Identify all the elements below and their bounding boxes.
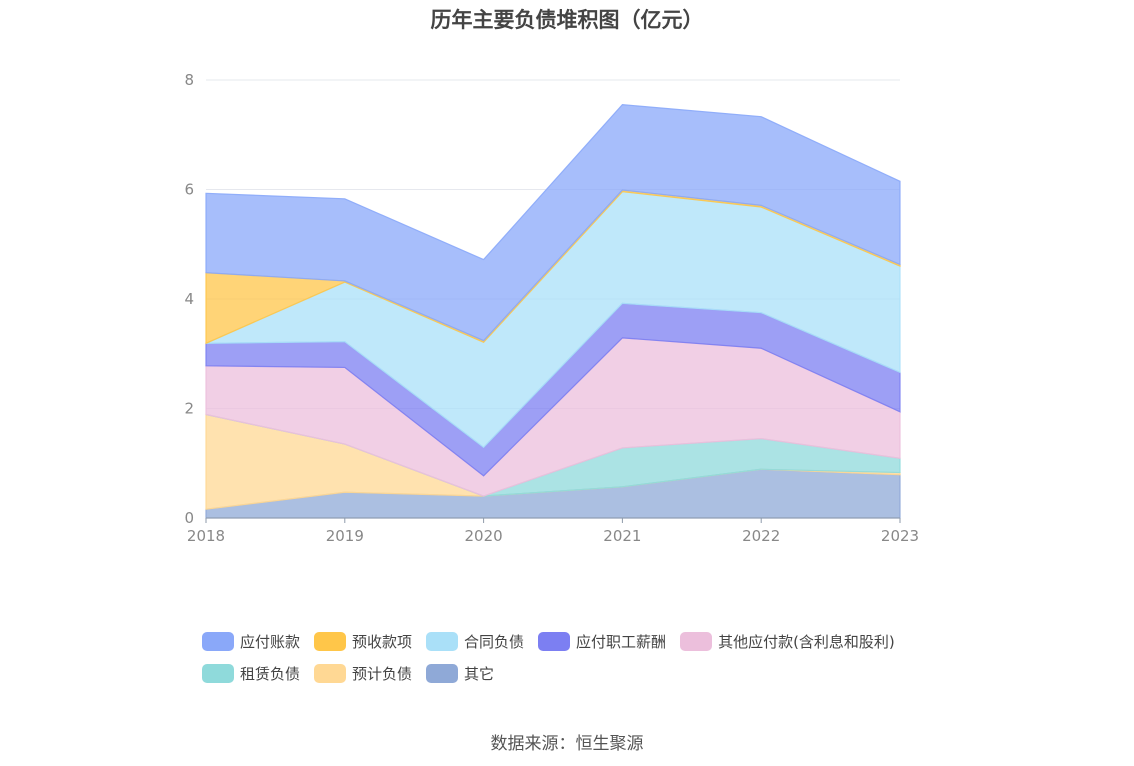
legend-swatch: [426, 631, 459, 651]
legend-item-3[interactable]: 应付职工薪酬: [538, 630, 666, 652]
legend-item-2[interactable]: 合同负债: [426, 630, 524, 652]
legend-label: 其他应付款(含利息和股利): [718, 632, 895, 651]
x-tick-label: 2018: [187, 527, 225, 545]
legend-item-5[interactable]: 租赁负债: [202, 662, 300, 684]
y-tick-label: 0: [184, 509, 194, 527]
legend-item-7[interactable]: 其它: [426, 662, 494, 684]
legend-label: 预计负债: [352, 664, 413, 683]
legend-item-4[interactable]: 其他应付款(含利息和股利): [680, 630, 895, 652]
legend-swatch: [680, 631, 713, 651]
legend-swatch: [202, 663, 234, 683]
y-tick-label: 6: [184, 181, 194, 199]
legend-label: 预收款项: [352, 632, 413, 651]
y-tick-label: 8: [184, 71, 194, 89]
x-tick-label: 2020: [465, 527, 503, 545]
x-tick-label: 2019: [326, 527, 364, 545]
legend-label: 合同负债: [464, 632, 525, 651]
x-tick-label: 2022: [742, 527, 780, 545]
legend-item-0[interactable]: 应付账款: [202, 630, 300, 652]
chart-title: 历年主要负债堆积图（亿元）: [430, 8, 704, 32]
stacked-area-chart: 0 2 4 6 8 2018 2019 2020 2021 2022 2023: [184, 71, 919, 545]
legend-label: 租赁负债: [240, 664, 301, 683]
axes: 0 2 4 6 8 2018 2019 2020 2021 2022 2023: [184, 71, 919, 545]
legend-swatch: [202, 631, 234, 651]
data-source: 数据来源：恒生聚源: [490, 734, 644, 754]
legend-swatch: [314, 631, 347, 651]
legend: 应付账款 预收款项 合同负债 应付职工薪酬 其他应付款(含利息和股利) 租赁负债 预计负债 其…: [202, 630, 962, 684]
legend-swatch: [426, 663, 459, 683]
y-tick-label: 4: [184, 290, 194, 308]
legend-item-1[interactable]: 预收款项: [314, 630, 412, 652]
x-tick-label: 2023: [881, 527, 919, 545]
legend-label: 应付职工薪酬: [576, 632, 667, 651]
area-series-7[interactable]: [205, 104, 901, 342]
x-tick-label: 2021: [603, 527, 641, 545]
legend-swatch: [538, 631, 571, 651]
area-series: [205, 104, 901, 519]
legend-swatch: [314, 663, 347, 683]
legend-label: 应付账款: [240, 632, 301, 651]
y-tick-label: 2: [184, 400, 194, 418]
legend-item-6[interactable]: 预计负债: [314, 662, 412, 684]
legend-label: 其它: [464, 664, 495, 683]
